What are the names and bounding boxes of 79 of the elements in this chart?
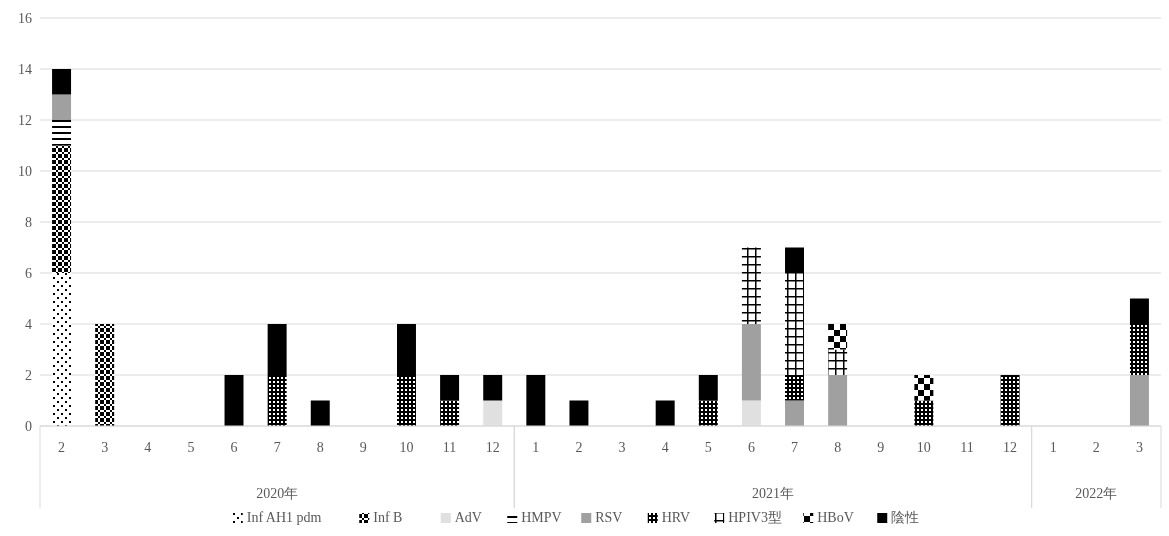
legend-label: HBoV	[817, 510, 854, 525]
bar	[914, 375, 934, 401]
bar	[267, 324, 287, 375]
bar	[785, 247, 804, 273]
bar	[569, 400, 589, 426]
x-tick-label: 7	[273, 440, 281, 455]
y-tick-label: 14	[18, 61, 32, 77]
x-tick-label: 2	[58, 440, 66, 455]
bar	[52, 94, 72, 120]
bar	[828, 349, 848, 375]
y-tick-label: 2	[25, 367, 32, 383]
x-tick-label: 8	[316, 440, 324, 455]
x-tick-label: 4	[144, 440, 152, 455]
x-tick-label: 10	[916, 440, 931, 455]
bar	[785, 400, 804, 426]
bar	[95, 324, 115, 426]
legend-label: Inf AH1 pdm	[246, 510, 322, 525]
legend-label: 陰性	[891, 510, 920, 525]
bar	[1129, 298, 1149, 324]
bar	[440, 400, 460, 426]
text: 2021年	[751, 486, 794, 501]
bar	[785, 375, 804, 401]
x-tick-label: 8	[834, 440, 842, 455]
x-tick-label: 12	[485, 440, 500, 455]
bar	[440, 375, 460, 401]
bar	[397, 375, 416, 426]
legend-label: HPIV3型	[728, 510, 782, 525]
bar	[828, 375, 848, 426]
x-tick-label: 1	[532, 440, 540, 455]
x-tick-label: 4	[661, 440, 669, 455]
legend-label: AdV	[454, 510, 482, 525]
y-tick-label: 0	[25, 418, 32, 434]
bar	[1000, 375, 1020, 426]
x-tick-label: 2	[1092, 440, 1100, 455]
x-tick-label: 7	[791, 440, 799, 455]
bar	[655, 400, 675, 426]
x-tick-label: 9	[877, 440, 885, 455]
x-tick-label: 3	[618, 440, 626, 455]
bar	[397, 324, 416, 375]
x-tick-label: 6	[230, 440, 238, 455]
bar	[698, 375, 718, 401]
bar	[914, 400, 934, 426]
x-tick-label: 5	[187, 440, 195, 455]
bar	[267, 375, 287, 426]
bar	[828, 324, 848, 350]
x-tick-label: 12	[1003, 440, 1018, 455]
text: 2020年	[256, 486, 299, 501]
x-tick-label: 3	[101, 440, 109, 455]
bar	[483, 375, 503, 401]
bar	[1129, 375, 1149, 426]
x-tick-label: 5	[704, 440, 712, 455]
bar	[52, 69, 72, 95]
x-tick-label: 2	[575, 440, 583, 455]
bar	[741, 324, 761, 401]
x-tick-label: 6	[747, 440, 755, 455]
x-tick-label: 1	[1049, 440, 1057, 455]
bar	[785, 273, 804, 375]
legend-label: RSV	[595, 510, 623, 525]
y-tick-label: 12	[18, 112, 32, 128]
x-tick-label: 3	[1135, 440, 1143, 455]
x-tick-label: 10	[399, 440, 414, 455]
x-tick-label: 11	[442, 440, 457, 455]
y-tick-label: 6	[25, 265, 32, 281]
x-tick-label: 9	[359, 440, 367, 455]
bar	[224, 375, 244, 426]
x-tick-label: 11	[960, 440, 974, 455]
y-tick-label: 16	[18, 10, 32, 26]
bar	[1129, 324, 1149, 375]
legend-label: HMPV	[521, 510, 562, 525]
bar	[698, 400, 718, 426]
legend-label: Inf B	[373, 510, 403, 525]
y-tick-label: 8	[25, 214, 32, 230]
y-tick-label: 10	[18, 163, 32, 179]
y-tick-label: 4	[25, 316, 32, 332]
bar	[52, 145, 72, 273]
legend-label: HRV	[661, 510, 691, 525]
bar	[526, 375, 546, 426]
bar	[310, 400, 330, 426]
text: 2022年	[1075, 486, 1118, 501]
